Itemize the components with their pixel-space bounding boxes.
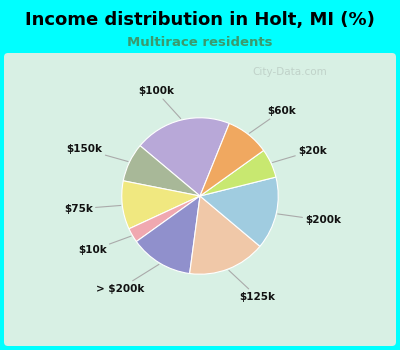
Wedge shape	[190, 196, 260, 274]
Text: $20k: $20k	[272, 146, 327, 162]
Wedge shape	[136, 196, 200, 274]
Text: $10k: $10k	[78, 236, 131, 255]
Text: $60k: $60k	[249, 106, 296, 133]
Wedge shape	[129, 196, 200, 242]
Text: > $200k: > $200k	[96, 264, 159, 294]
Text: City-Data.com: City-Data.com	[253, 67, 327, 77]
Text: $100k: $100k	[138, 86, 181, 119]
Text: $125k: $125k	[229, 271, 275, 302]
Text: $75k: $75k	[64, 204, 121, 214]
Wedge shape	[123, 146, 200, 196]
Text: Multirace residents: Multirace residents	[127, 35, 273, 49]
FancyBboxPatch shape	[4, 53, 396, 346]
Wedge shape	[200, 177, 278, 246]
Text: $200k: $200k	[278, 214, 341, 225]
Text: $150k: $150k	[67, 144, 128, 161]
Wedge shape	[200, 150, 276, 196]
Wedge shape	[200, 124, 264, 196]
Wedge shape	[140, 118, 229, 196]
Text: Income distribution in Holt, MI (%): Income distribution in Holt, MI (%)	[25, 11, 375, 29]
Wedge shape	[122, 181, 200, 229]
